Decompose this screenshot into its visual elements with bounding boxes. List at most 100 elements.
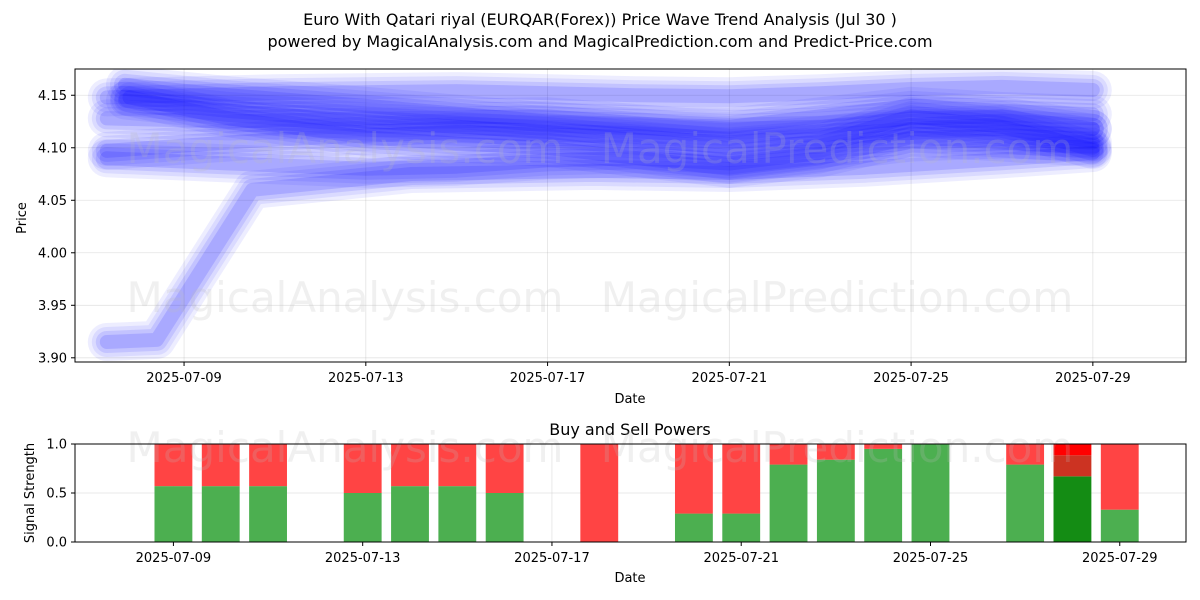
wave-6-band-3 <box>118 77 1100 134</box>
signal-xtick-label-4: 2025-07-25 <box>893 551 969 566</box>
signal-xtick-label-5: 2025-07-29 <box>1082 551 1158 566</box>
sell-bar-15-lower <box>1053 455 1092 477</box>
wave-7-band-1 <box>91 71 1108 113</box>
sell-bar-10 <box>769 444 808 465</box>
wave-8-band-3 <box>99 132 1100 176</box>
wave-8-band-0 <box>87 120 1112 188</box>
wave-8-band-1 <box>91 124 1108 184</box>
wave-7-band-2 <box>95 75 1104 109</box>
watermark-analysis-bottom: MagicalAnalysis.com <box>127 423 564 472</box>
chart-subtitle: powered by MagicalAnalysis.com and Magic… <box>267 32 933 51</box>
wave-7-band-0 <box>87 69 1112 117</box>
price-y-ticks: 3.90 3.95 4.00 4.05 4.10 4.15 <box>38 89 75 366</box>
wave-8-band-2 <box>95 128 1104 180</box>
buy-bar-5 <box>438 486 477 542</box>
buy-bar-8 <box>674 513 713 542</box>
wave-4-band-2 <box>114 89 1104 161</box>
wave-3-band-1 <box>91 101 1108 144</box>
buy-bar-9 <box>722 513 761 542</box>
wave-6-band-0 <box>106 69 1112 146</box>
price-xtick-label-2: 2025-07-17 <box>510 371 586 386</box>
price-x-axis-label: Date <box>614 392 645 407</box>
price-ytick-label-1: 3.95 <box>38 299 67 314</box>
wave-6-band-2 <box>114 73 1104 138</box>
wave-3-band-0 <box>87 97 1112 148</box>
sell-bar-16 <box>1100 444 1139 510</box>
wave-1-band-2 <box>95 142 1104 353</box>
signal-xtick-label-2: 2025-07-17 <box>514 551 590 566</box>
wave-1-band-1 <box>91 138 1108 357</box>
sell-bar-0 <box>154 444 193 487</box>
buy-bar-0 <box>154 486 193 542</box>
buy-bar-14 <box>1006 464 1045 542</box>
price-ytick-label-3: 4.05 <box>38 194 67 209</box>
watermark-analysis-mid: MagicalAnalysis.com <box>127 273 564 322</box>
buy-bar-16 <box>1100 509 1139 542</box>
signal-x-ticks: 2025-07-09 2025-07-13 2025-07-17 2025-07-21… <box>136 542 1158 566</box>
sell-bar-1 <box>201 444 240 487</box>
watermark-prediction-bottom: MagicalPrediction.com <box>601 423 1074 472</box>
wave-2-band-2 <box>95 113 1104 162</box>
sell-bar-4 <box>391 444 429 487</box>
wave-4-band-3 <box>118 93 1100 157</box>
signal-chart-title: Buy and Sell Powers <box>549 420 711 439</box>
sell-bar-6 <box>485 444 524 493</box>
sell-bar-8 <box>674 444 713 514</box>
buy-bar-2 <box>249 486 287 542</box>
price-xtick-label-5: 2025-07-29 <box>1055 371 1131 386</box>
signal-ytick-label-2: 1.0 <box>46 438 67 453</box>
chart-title: Euro With Qatari riyal (EURQAR(Forex)) P… <box>303 10 897 29</box>
buy-bar-1 <box>201 486 240 542</box>
watermark-analysis-top: MagicalAnalysis.com <box>127 124 564 173</box>
price-x-ticks: 2025-07-09 2025-07-13 2025-07-17 2025-07-21… <box>146 362 1131 386</box>
sell-bar-9 <box>722 444 761 514</box>
price-xtick-label-1: 2025-07-13 <box>328 371 404 386</box>
price-ytick-label-2: 4.00 <box>38 246 67 261</box>
signal-bars <box>154 444 1139 542</box>
signal-xtick-label-0: 2025-07-09 <box>136 551 212 566</box>
wave-5-band-1 <box>114 82 1108 184</box>
price-ytick-label-5: 4.15 <box>38 89 67 104</box>
watermark-prediction-mid: MagicalPrediction.com <box>601 273 1074 322</box>
price-xtick-label-0: 2025-07-09 <box>146 371 222 386</box>
wave-4-band-1 <box>110 85 1108 165</box>
wave-5-band-0 <box>110 78 1112 188</box>
price-ytick-label-0: 3.90 <box>38 351 67 366</box>
buy-bar-3 <box>343 493 382 542</box>
signal-y-ticks: 0.0 0.5 1.0 <box>46 438 75 551</box>
sell-bar-5 <box>438 444 477 487</box>
wave-4-band-0 <box>106 81 1112 169</box>
signal-xtick-label-1: 2025-07-13 <box>325 551 401 566</box>
price-wave-bands <box>87 69 1112 361</box>
sell-bar-12 <box>864 444 903 449</box>
buy-bar-6 <box>485 493 524 542</box>
buy-bar-13 <box>911 444 950 542</box>
buy-bar-10 <box>769 464 808 542</box>
wave-1-band-3 <box>99 146 1100 349</box>
price-ytick-label-4: 4.10 <box>38 141 67 156</box>
buy-bar-11 <box>816 459 855 542</box>
buy-bar-15 <box>1053 476 1092 542</box>
price-y-axis-label: Price <box>15 202 30 234</box>
wave-5-band-2 <box>118 86 1104 180</box>
sell-bar-7 <box>580 444 619 542</box>
buy-bar-4 <box>391 486 429 542</box>
wave-2-band-3 <box>99 117 1100 158</box>
sell-bar-14 <box>1006 444 1045 465</box>
price-plot-frame <box>74 68 1187 363</box>
wave-2-band-0 <box>87 105 1112 170</box>
price-plot-area <box>75 69 1186 362</box>
sell-bar-15 <box>1053 444 1092 456</box>
signal-y-axis-label: Signal Strength <box>23 443 38 543</box>
price-grid <box>75 69 1186 362</box>
signal-ytick-label-1: 0.5 <box>46 487 67 502</box>
sell-bar-11 <box>816 444 855 460</box>
wave-2-band-1 <box>91 109 1108 166</box>
price-xtick-label-4: 2025-07-25 <box>873 371 949 386</box>
price-xtick-label-3: 2025-07-21 <box>692 371 768 386</box>
sell-bar-3 <box>343 444 382 493</box>
wave-3-band-3 <box>99 109 1100 136</box>
signal-x-axis-label: Date <box>614 571 645 586</box>
wave-3-band-2 <box>95 105 1104 140</box>
